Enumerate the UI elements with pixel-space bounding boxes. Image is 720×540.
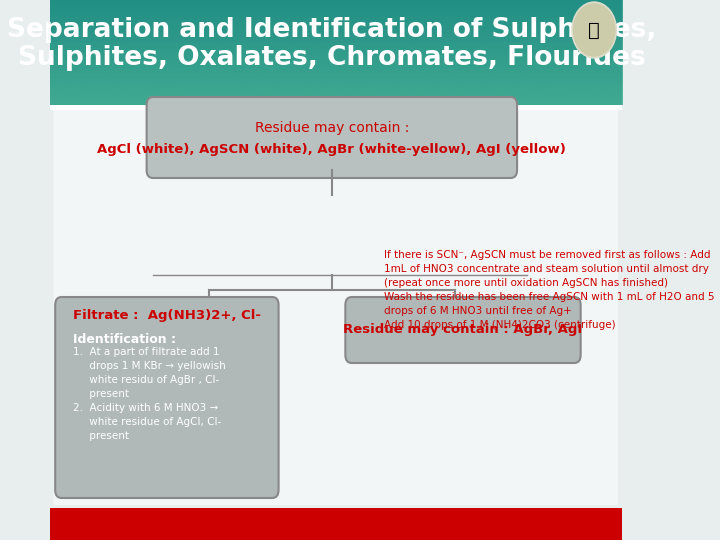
FancyBboxPatch shape	[50, 0, 622, 105]
FancyBboxPatch shape	[55, 297, 279, 498]
Circle shape	[574, 4, 615, 56]
Text: AgCl (white), AgSCN (white), AgBr (white-yellow), AgI (yellow): AgCl (white), AgSCN (white), AgBr (white…	[97, 144, 566, 157]
Text: If there is SCN⁻, AgSCN must be removed first as follows : Add
1mL of HNO3 conce: If there is SCN⁻, AgSCN must be removed …	[384, 250, 714, 330]
Text: Filtrate :  Ag(NH3)2+, Cl-: Filtrate : Ag(NH3)2+, Cl-	[73, 308, 261, 321]
Text: 🏛: 🏛	[588, 21, 600, 39]
FancyBboxPatch shape	[50, 105, 622, 110]
Text: Residue may contain : AgBr, AgI: Residue may contain : AgBr, AgI	[343, 323, 582, 336]
Text: Residue may contain :: Residue may contain :	[255, 121, 409, 135]
Text: Separation and Identification of Sulphades,: Separation and Identification of Sulphad…	[7, 17, 657, 43]
FancyBboxPatch shape	[53, 110, 618, 505]
FancyBboxPatch shape	[147, 97, 517, 178]
Text: Sulphites, Oxalates, Chromates, Flourides: Sulphites, Oxalates, Chromates, Flouride…	[18, 45, 646, 71]
Circle shape	[572, 2, 616, 58]
FancyBboxPatch shape	[50, 508, 622, 540]
FancyBboxPatch shape	[346, 297, 580, 363]
Text: 1.  At a part of filtrate add 1
     drops 1 M KBr → yellowish
     white residu: 1. At a part of filtrate add 1 drops 1 M…	[73, 347, 226, 441]
Text: Identification :: Identification :	[73, 333, 176, 346]
